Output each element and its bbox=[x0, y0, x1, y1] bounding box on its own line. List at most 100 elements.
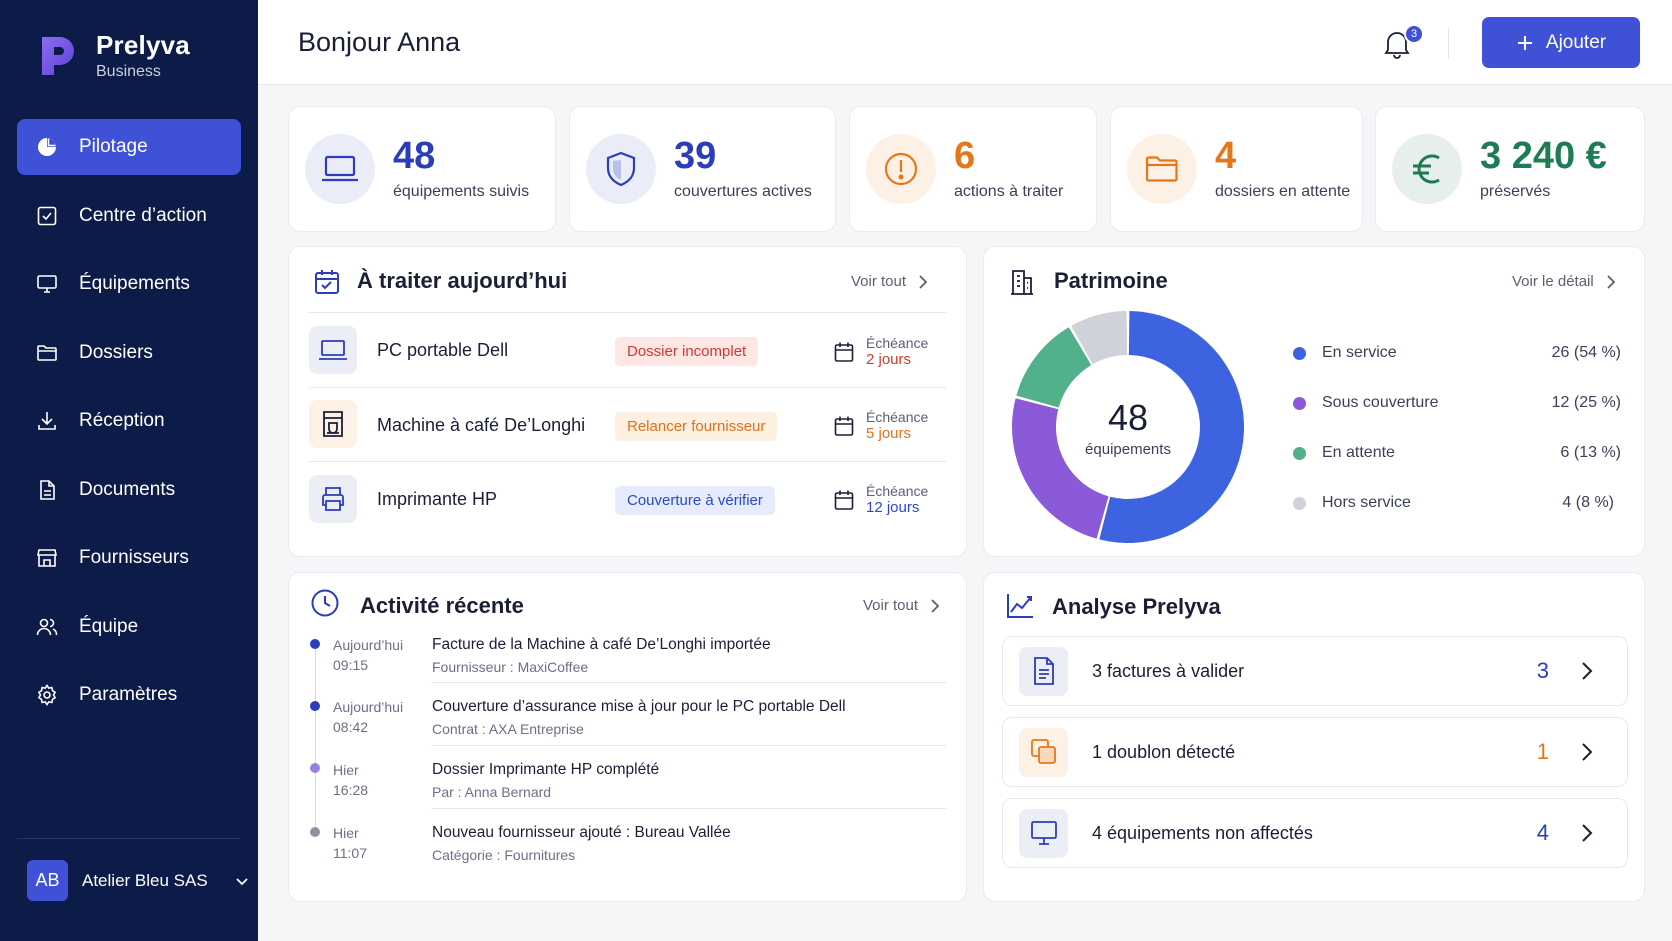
legend-item-hors-service: Hors service 4 (8 %) bbox=[1293, 494, 1621, 512]
status-badge: Couverture à vérifier bbox=[615, 486, 775, 515]
kpi-card-dossiers[interactable]: 4 dossiers en attente bbox=[1110, 106, 1363, 232]
due-date: Échéance 12 jours bbox=[834, 483, 928, 516]
sidebar-item-equipements[interactable]: Équipements bbox=[17, 256, 241, 312]
patrimoine-details-link[interactable]: Voir le détail bbox=[1512, 273, 1616, 290]
sidebar-item-documents[interactable]: Documents bbox=[17, 462, 241, 518]
document-icon bbox=[40, 479, 55, 500]
sidebar-item-label: Paramètres bbox=[79, 684, 178, 705]
legend-item-sous-couverture: Sous couverture 12 (25 %) bbox=[1293, 394, 1621, 412]
sidebar-item-label: Centre d’action bbox=[79, 204, 207, 226]
legend-value: 4 (8 %) bbox=[1562, 494, 1614, 511]
add-button-label: Ajouter bbox=[1545, 31, 1607, 53]
kpi-card-equipements[interactable]: 48 équipements suivis bbox=[288, 106, 556, 232]
kpi-card-actions[interactable]: 6 actions à traiter bbox=[849, 106, 1097, 232]
due-label: Échéance bbox=[866, 409, 929, 425]
timeline-dot bbox=[310, 763, 320, 773]
kpi-icon-wrap bbox=[866, 134, 936, 204]
legend-label: En service bbox=[1322, 344, 1397, 361]
donut-slice-hors-service[interactable] bbox=[1071, 311, 1128, 365]
top-bar: Bonjour Anna 3 Ajouter bbox=[258, 0, 1672, 85]
analysis-icon-wrap bbox=[1019, 646, 1068, 696]
activity-day: Hier bbox=[333, 762, 359, 778]
sidebar-item-centre-action[interactable]: Centre d’action bbox=[17, 188, 241, 244]
today-card: À traiter aujourd’hui Voir tout PC porta… bbox=[288, 246, 967, 557]
kpi-label: équipements suivis bbox=[393, 182, 530, 200]
sidebar-item-fournisseurs[interactable]: Fournisseurs bbox=[17, 530, 241, 586]
activity-time: Hier 11:07 bbox=[333, 823, 367, 863]
task-name[interactable]: PC portable Dell bbox=[377, 340, 509, 360]
legend-label: En attente bbox=[1322, 444, 1395, 461]
status-badge: Dossier incomplet bbox=[615, 337, 759, 366]
legend-dot bbox=[1293, 446, 1306, 460]
kpi-value: 48 bbox=[393, 135, 436, 178]
kpi-label: couvertures actives bbox=[674, 182, 812, 200]
activity-text[interactable]: Facture de la Machine à café De’Longhi i… bbox=[432, 636, 771, 653]
euro-icon bbox=[1413, 154, 1440, 184]
activity-text[interactable]: Couverture d’assurance mise à jour pour … bbox=[432, 698, 846, 715]
page-title: Bonjour Anna bbox=[298, 27, 461, 57]
donut-slice-en-attente[interactable] bbox=[1016, 327, 1092, 408]
calendar-icon bbox=[834, 342, 854, 362]
alert-icon bbox=[884, 152, 918, 186]
brand-name: Prelyva bbox=[96, 30, 190, 60]
today-see-all-link[interactable]: Voir tout bbox=[851, 273, 928, 290]
checkbox-icon bbox=[37, 206, 57, 225]
activity-day: Aujourd’hui bbox=[333, 699, 404, 715]
legend-item-en-attente: En attente 6 (13 %) bbox=[1293, 444, 1621, 462]
patrimoine-card: Patrimoine Voir le détail 48 équipements bbox=[983, 246, 1645, 557]
avatar: AB bbox=[27, 860, 68, 901]
legend-label: Hors service bbox=[1322, 494, 1411, 511]
task-name[interactable]: Imprimante HP bbox=[377, 489, 498, 509]
donut-slice-en-service[interactable] bbox=[1099, 311, 1244, 543]
printer-icon bbox=[322, 487, 344, 511]
bell-icon bbox=[1384, 32, 1410, 59]
sidebar-item-equipe[interactable]: Équipe bbox=[17, 599, 241, 655]
donut-slice-sous-couverture[interactable] bbox=[1012, 398, 1109, 539]
sidebar-divider bbox=[17, 838, 241, 839]
store-icon bbox=[37, 549, 57, 567]
laptop-icon bbox=[319, 340, 347, 360]
kpi-card-preserves[interactable]: 3 240 € préservés bbox=[1375, 106, 1645, 232]
analysis-item-equipements[interactable]: 4 équipements non affectés 4 bbox=[1002, 798, 1628, 868]
analysis-label: doublon détecté bbox=[1107, 741, 1236, 762]
add-button[interactable]: Ajouter bbox=[1482, 17, 1640, 68]
activity-title: Activité récente bbox=[360, 593, 524, 618]
line-chart-icon bbox=[1007, 594, 1033, 618]
donut-center-value: 48 bbox=[1107, 396, 1149, 438]
analysis-count: 1 bbox=[1536, 739, 1549, 764]
notifications-button[interactable]: 3 bbox=[1382, 24, 1424, 64]
sidebar-item-parametres[interactable]: Paramètres bbox=[17, 667, 241, 723]
due-value: 2 jours bbox=[866, 351, 912, 368]
sidebar-item-reception[interactable]: Réception bbox=[17, 393, 241, 449]
account-switcher[interactable]: AB Atelier Bleu SAS bbox=[27, 860, 250, 901]
analysis-label: équipements non affectés bbox=[1107, 822, 1313, 843]
sidebar-item-pilotage[interactable]: Pilotage bbox=[17, 119, 241, 175]
divider bbox=[1448, 28, 1449, 58]
sidebar-item-dossiers[interactable]: Dossiers bbox=[17, 325, 241, 381]
activity-card: Activité récente Voir tout Aujourd’hui 09… bbox=[288, 572, 967, 902]
monitor-icon bbox=[1030, 821, 1057, 845]
activity-clock: 16:28 bbox=[333, 782, 369, 798]
activity-see-all-link[interactable]: Voir tout bbox=[863, 597, 940, 614]
task-name[interactable]: Machine à café De’Longhi bbox=[377, 415, 586, 435]
due-date: Échéance 5 jours bbox=[834, 409, 928, 442]
activity-text[interactable]: Nouveau fournisseur ajouté : Bureau Vall… bbox=[432, 824, 731, 841]
divider bbox=[309, 461, 946, 462]
legend-item-en-service: En service 26 (54 %) bbox=[1293, 344, 1621, 362]
analysis-item-doublon[interactable]: 1 doublon détecté 1 bbox=[1002, 717, 1628, 787]
account-name: Atelier Bleu SAS bbox=[82, 870, 208, 890]
gear-icon bbox=[37, 684, 57, 706]
activity-text[interactable]: Dossier Imprimante HP complété bbox=[432, 761, 660, 778]
duplicate-icon bbox=[1030, 739, 1056, 764]
kpi-card-couvertures[interactable]: 39 couvertures actives bbox=[569, 106, 836, 232]
analysis-item-factures[interactable]: 3 factures à valider 3 bbox=[1002, 636, 1628, 706]
activity-time: Aujourd’hui 08:42 bbox=[333, 697, 403, 737]
due-value: 5 jours bbox=[866, 425, 912, 442]
activity-clock: 08:42 bbox=[333, 719, 369, 735]
sidebar-item-label: Fournisseurs bbox=[79, 547, 189, 568]
patrimoine-donut-chart bbox=[1012, 311, 1244, 543]
analysis-count-inline: 3 bbox=[1092, 660, 1103, 681]
brand-logo[interactable]: Prelyva Business bbox=[38, 30, 190, 81]
divider bbox=[431, 682, 946, 683]
sidebar-item-label: Dossiers bbox=[79, 341, 153, 363]
